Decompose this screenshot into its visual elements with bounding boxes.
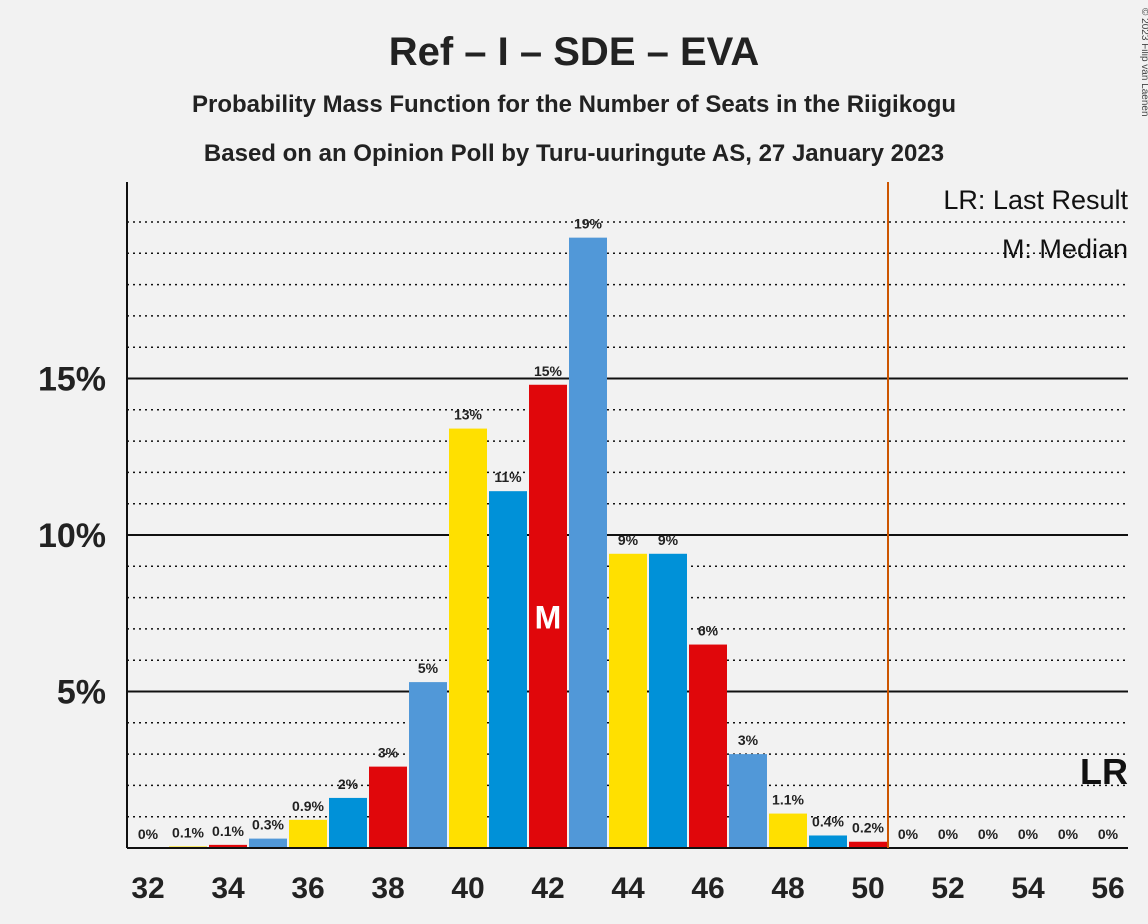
data-label-34: 0.1% — [212, 823, 244, 839]
bars — [169, 237, 887, 848]
data-label-52: 0% — [938, 826, 959, 842]
data-label-49: 0.4% — [812, 813, 844, 829]
gridlines — [127, 221, 1128, 818]
data-label-53: 0% — [978, 826, 999, 842]
bar-46 — [689, 644, 727, 848]
x-tick-label: 42 — [531, 872, 564, 905]
data-label-51: 0% — [898, 826, 919, 842]
markers: M LR — [535, 182, 1128, 848]
bar-39 — [409, 682, 447, 848]
bar-43 — [569, 237, 607, 848]
data-label-54: 0% — [1018, 826, 1039, 842]
x-tick-label: 54 — [1011, 872, 1045, 905]
data-label-47: 3% — [738, 732, 759, 748]
bar-38 — [369, 766, 407, 848]
x-tick-label: 40 — [451, 872, 484, 905]
bar-48 — [769, 813, 807, 848]
bar-45 — [649, 553, 687, 848]
bar-40 — [449, 428, 487, 848]
data-label-50: 0.2% — [852, 820, 884, 836]
data-label-42: 15% — [534, 363, 563, 379]
x-tick-label: 38 — [371, 872, 404, 905]
data-label-55: 0% — [1058, 826, 1079, 842]
copyright-credit: © 2023 Filip van Laenen — [1139, 8, 1148, 117]
data-label-43: 19% — [574, 216, 603, 232]
median-marker: M — [535, 599, 562, 635]
bar-44 — [609, 553, 647, 848]
chart-subtitle-1: Probability Mass Function for the Number… — [192, 91, 956, 118]
bar-41 — [489, 491, 527, 848]
data-label-40: 13% — [454, 407, 483, 423]
bar-34 — [209, 844, 247, 848]
x-tick-label: 50 — [851, 872, 884, 905]
data-label-35: 0.3% — [252, 817, 284, 833]
data-labels: 0% 0.1% 0.1% 0.3% 0.9% 2% 3% 5% 13% 11% 15% 19% 9% 9%… — [138, 216, 1119, 842]
x-tick-label: 46 — [691, 872, 724, 905]
y-tick-labels: 5% 10% 15% — [38, 361, 106, 712]
data-label-38: 3% — [378, 745, 399, 761]
data-label-39: 5% — [418, 660, 439, 676]
x-tick-label: 32 — [131, 872, 164, 905]
data-label-44: 9% — [618, 532, 639, 548]
bar-47 — [729, 754, 767, 848]
chart-title: Ref – I – SDE – EVA — [389, 30, 760, 74]
y-tick-label: 5% — [57, 674, 106, 712]
y-tick-label: 10% — [38, 517, 106, 555]
data-label-41: 11% — [494, 469, 522, 485]
y-tick-label: 15% — [38, 361, 106, 399]
chart-subtitle-2: Based on an Opinion Poll by Turu-uuringu… — [204, 140, 944, 167]
x-tick-label: 34 — [211, 872, 245, 905]
x-tick-label: 52 — [931, 872, 964, 905]
bar-37 — [329, 797, 367, 848]
legend-median: M: Median — [1002, 234, 1128, 264]
data-label-56: 0% — [1098, 826, 1119, 842]
legend-last-result: LR: Last Result — [943, 185, 1128, 215]
last-result-marker: LR — [1080, 751, 1128, 792]
data-label-37: 2% — [338, 776, 359, 792]
x-tick-labels: 32 34 36 38 40 42 44 46 48 50 52 54 56 — [131, 872, 1124, 905]
x-tick-label: 48 — [771, 872, 804, 905]
bar-36 — [289, 819, 327, 848]
bar-49 — [809, 835, 847, 848]
bar-42 — [529, 384, 567, 848]
x-tick-label: 56 — [1091, 872, 1124, 905]
x-tick-label: 44 — [611, 872, 645, 905]
data-label-36: 0.9% — [292, 798, 324, 814]
data-label-45: 9% — [658, 532, 679, 548]
bar-50 — [849, 841, 887, 848]
data-label-46: 6% — [698, 623, 719, 639]
data-label-32: 0% — [138, 826, 159, 842]
bar-35 — [249, 838, 287, 848]
x-tick-label: 36 — [291, 872, 324, 905]
data-label-33: 0.1% — [172, 824, 204, 840]
data-label-48: 1.1% — [772, 792, 804, 808]
